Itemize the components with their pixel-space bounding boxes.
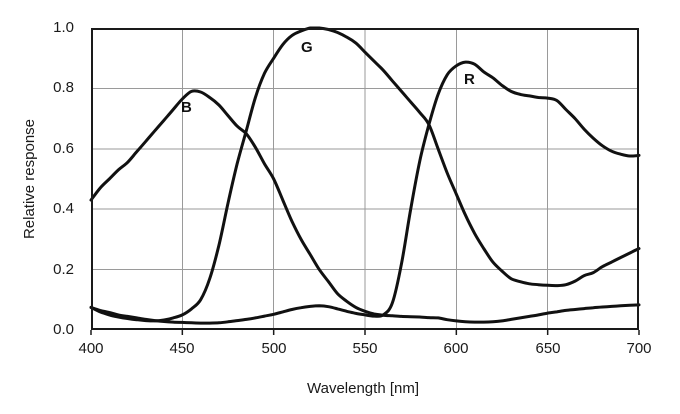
x-tick-label: 450 xyxy=(169,340,195,357)
curve-label-G: G xyxy=(301,39,313,56)
x-tick-label: 550 xyxy=(352,340,378,357)
y-tick-label: 0.8 xyxy=(53,79,74,96)
x-tick-label: 600 xyxy=(443,340,469,357)
y-tick-label: 0.0 xyxy=(53,321,74,338)
x-tick-label: 500 xyxy=(261,340,287,357)
y-tick-label: 1.0 xyxy=(53,19,74,36)
x-tick-label: 400 xyxy=(78,340,104,357)
curve-label-B: B xyxy=(181,99,192,116)
curve-R xyxy=(89,60,641,325)
y-tick-label: 0.6 xyxy=(53,140,74,157)
x-tick-label: 650 xyxy=(535,340,561,357)
x-axis-title: Wavelength [nm] xyxy=(307,380,419,397)
y-axis-title: Relative response xyxy=(21,118,38,240)
curve-G xyxy=(89,26,641,323)
y-tick-label: 0.2 xyxy=(53,261,74,278)
x-tick-label: 700 xyxy=(626,340,652,357)
y-tick-label: 0.4 xyxy=(53,200,74,217)
curve-label-R: R xyxy=(464,71,475,88)
plot-frame xyxy=(91,28,639,330)
curve-B xyxy=(89,89,641,324)
